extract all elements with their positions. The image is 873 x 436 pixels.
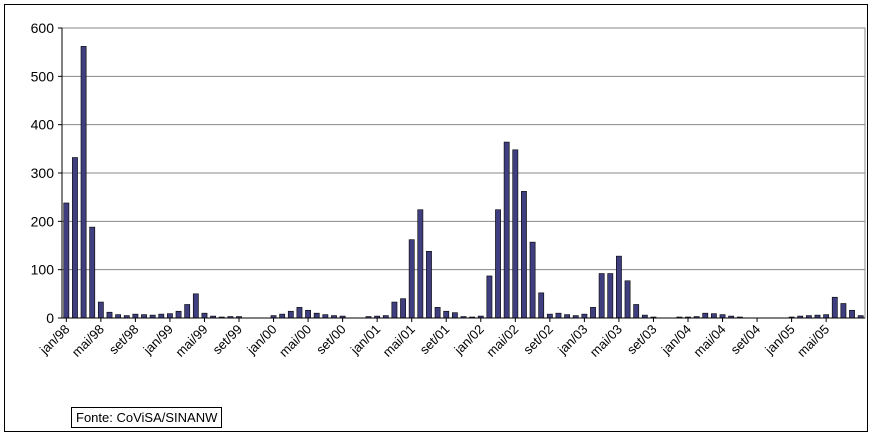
bar-56 [546, 313, 553, 319]
bar-13 [175, 310, 182, 319]
bar-76 [719, 314, 726, 319]
y-tick-label-0: 0 [46, 310, 54, 326]
bar-45 [451, 312, 458, 319]
bar-2 [80, 46, 87, 319]
x-tick-label-7: mai/00 [276, 322, 314, 360]
bar-12 [167, 313, 173, 319]
bar-63 [607, 273, 614, 319]
bar-39 [400, 298, 406, 319]
bar-15 [192, 293, 199, 319]
bar-53 [521, 191, 527, 319]
bar-43 [434, 307, 441, 319]
bar-30 [322, 314, 329, 319]
x-tick-label-13: mai/02 [483, 322, 521, 360]
bar-40 [408, 239, 415, 319]
x-tick-label-19: mai/04 [690, 322, 728, 360]
gridlines [61, 27, 866, 319]
bar-65 [624, 280, 631, 319]
x-tick-label-10: mai/01 [380, 322, 418, 360]
x-tick-label-18: jan/04 [658, 322, 694, 358]
bar-75 [711, 313, 717, 319]
y-tick-label-100: 100 [31, 262, 55, 278]
source-note: Fonte: CoViSA/SINANW [71, 407, 223, 428]
bar-50 [495, 209, 501, 319]
x-tick-label-15: jan/03 [554, 322, 590, 358]
bar-64 [616, 255, 622, 319]
bar-0 [63, 202, 70, 319]
bar-28 [305, 309, 311, 319]
bar-44 [443, 310, 450, 319]
bar-14 [184, 304, 191, 319]
bar-90 [840, 303, 847, 319]
bar-9 [141, 314, 147, 319]
y-tick-label-200: 200 [31, 213, 55, 229]
bar-91 [849, 309, 855, 319]
bar-54 [529, 241, 536, 319]
bar-66 [633, 304, 640, 319]
x-tick-label-16: mai/03 [587, 322, 625, 360]
x-tick-label-6: jan/00 [243, 322, 279, 358]
bar-89 [831, 296, 838, 319]
x-tick-label-9: jan/01 [347, 322, 383, 358]
x-tick-label-17: set/03 [624, 322, 660, 358]
bar-26 [287, 310, 294, 319]
bar-25 [279, 313, 286, 319]
bar-58 [564, 314, 571, 319]
bar-55 [538, 292, 545, 319]
x-tick-label-8: set/00 [313, 322, 349, 358]
bar-57 [555, 312, 562, 319]
bar-62 [598, 273, 605, 319]
bar-38 [391, 301, 398, 319]
x-tick-label-14: set/02 [520, 322, 556, 358]
bar-27 [296, 307, 303, 319]
chart-frame: 0 100 200 300 400 500 600 jan/98 mai/98 set/98 ja… [4, 4, 868, 432]
y-tick-label-300: 300 [31, 165, 55, 181]
x-tick-label-3: jan/99 [140, 322, 176, 358]
x-tick-label-0: jan/98 [36, 322, 72, 358]
bar-6 [115, 314, 122, 319]
bar-52 [512, 149, 519, 319]
bar-41 [417, 209, 424, 319]
bar-51 [503, 141, 510, 319]
y-tick-label-600: 600 [31, 20, 55, 36]
bar-5 [106, 311, 113, 319]
x-axis: jan/98mai/98set/98jan/99mai/99set/99jan/… [36, 317, 865, 360]
x-tick-label-4: mai/99 [172, 322, 210, 360]
x-tick-label-21: jan/05 [761, 322, 797, 358]
bar-11 [158, 313, 165, 319]
bar-3 [89, 226, 96, 319]
y-axis: 0 100 200 300 400 500 600 [31, 20, 63, 326]
bar-88 [823, 314, 830, 319]
bar-1 [72, 157, 78, 319]
x-tick-label-2: set/98 [106, 322, 142, 358]
bar-42 [426, 251, 432, 319]
bars [63, 46, 864, 319]
bar-60 [581, 313, 588, 319]
x-tick-label-5: set/99 [209, 322, 245, 358]
y-tick-label-500: 500 [31, 68, 55, 84]
bar-29 [313, 312, 320, 319]
bar-4 [97, 301, 104, 319]
bar-49 [486, 275, 493, 319]
x-tick-label-11: set/01 [417, 322, 453, 358]
x-tick-label-12: jan/02 [451, 322, 487, 358]
bar-61 [590, 307, 596, 319]
bar-74 [702, 312, 709, 319]
x-tick-label-1: mai/98 [69, 322, 107, 360]
bar-16 [201, 312, 208, 319]
y-tick-label-400: 400 [31, 117, 55, 133]
bar-8 [132, 313, 139, 319]
x-tick-label-22: mai/05 [794, 322, 832, 360]
x-tick-label-20: set/04 [728, 322, 764, 358]
